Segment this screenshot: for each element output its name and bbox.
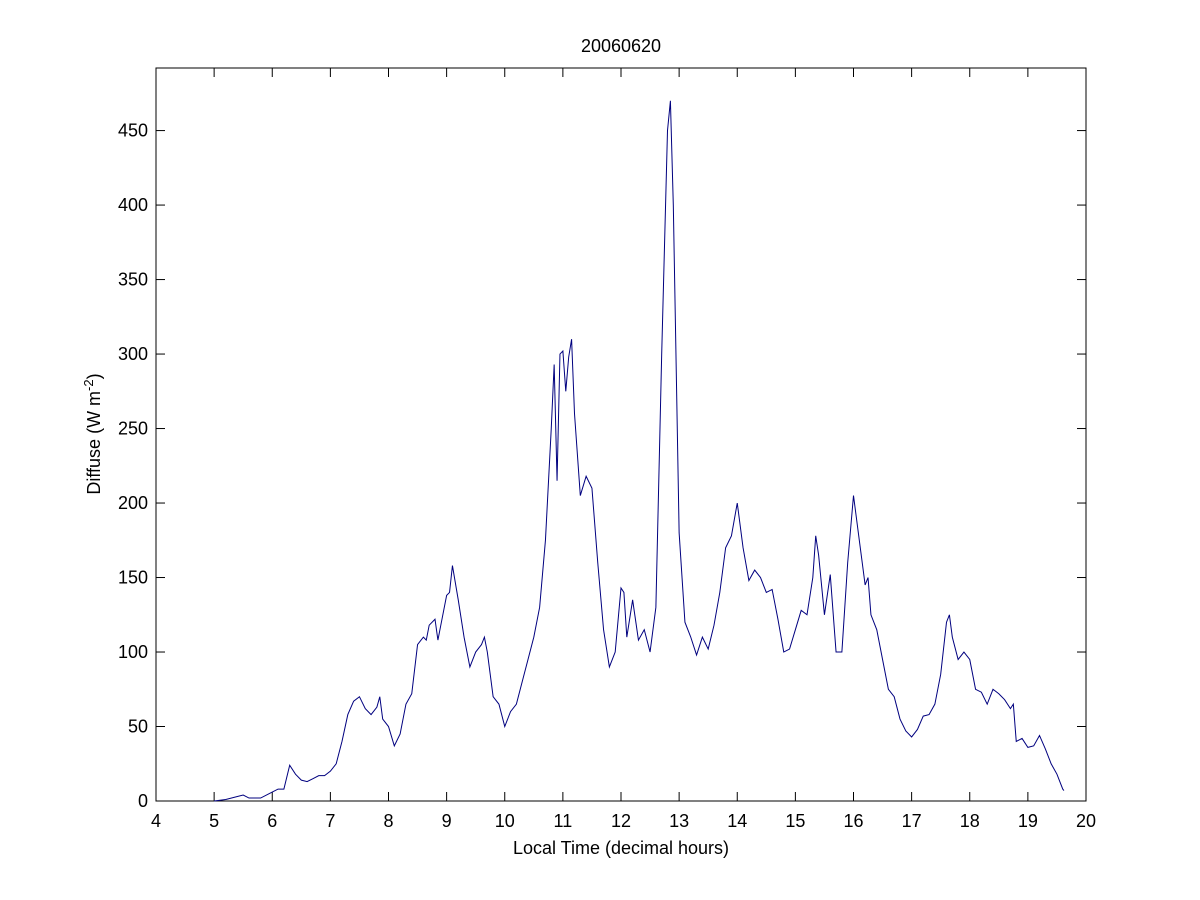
x-tick-label: 12 — [611, 811, 631, 831]
x-tick-label: 16 — [843, 811, 863, 831]
x-tick-label: 14 — [727, 811, 747, 831]
x-tick-label: 20 — [1076, 811, 1096, 831]
y-tick-label: 0 — [138, 791, 148, 811]
y-tick-label: 250 — [118, 419, 148, 439]
x-tick-label: 15 — [785, 811, 805, 831]
y-tick-label: 50 — [128, 717, 148, 737]
x-tick-label: 6 — [267, 811, 277, 831]
y-tick-label: 450 — [118, 121, 148, 141]
y-tick-label: 150 — [118, 568, 148, 588]
x-tick-label: 13 — [669, 811, 689, 831]
x-tick-label: 8 — [383, 811, 393, 831]
y-tick-label: 350 — [118, 270, 148, 290]
x-tick-label: 17 — [902, 811, 922, 831]
chart-title: 20060620 — [581, 36, 661, 56]
y-tick-label: 100 — [118, 642, 148, 662]
x-tick-label: 18 — [960, 811, 980, 831]
y-tick-label: 300 — [118, 344, 148, 364]
x-tick-label: 9 — [442, 811, 452, 831]
x-tick-label: 19 — [1018, 811, 1038, 831]
x-tick-label: 7 — [325, 811, 335, 831]
x-tick-label: 10 — [495, 811, 515, 831]
y-axis-label: Diffuse (W m-2) — [81, 373, 104, 494]
x-tick-label: 5 — [209, 811, 219, 831]
x-tick-label: 4 — [151, 811, 161, 831]
x-axis-label: Local Time (decimal hours) — [513, 838, 729, 858]
x-tick-label: 11 — [554, 811, 573, 831]
data-line — [214, 100, 1065, 802]
y-tick-label: 200 — [118, 493, 148, 513]
y-tick-label: 400 — [118, 195, 148, 215]
